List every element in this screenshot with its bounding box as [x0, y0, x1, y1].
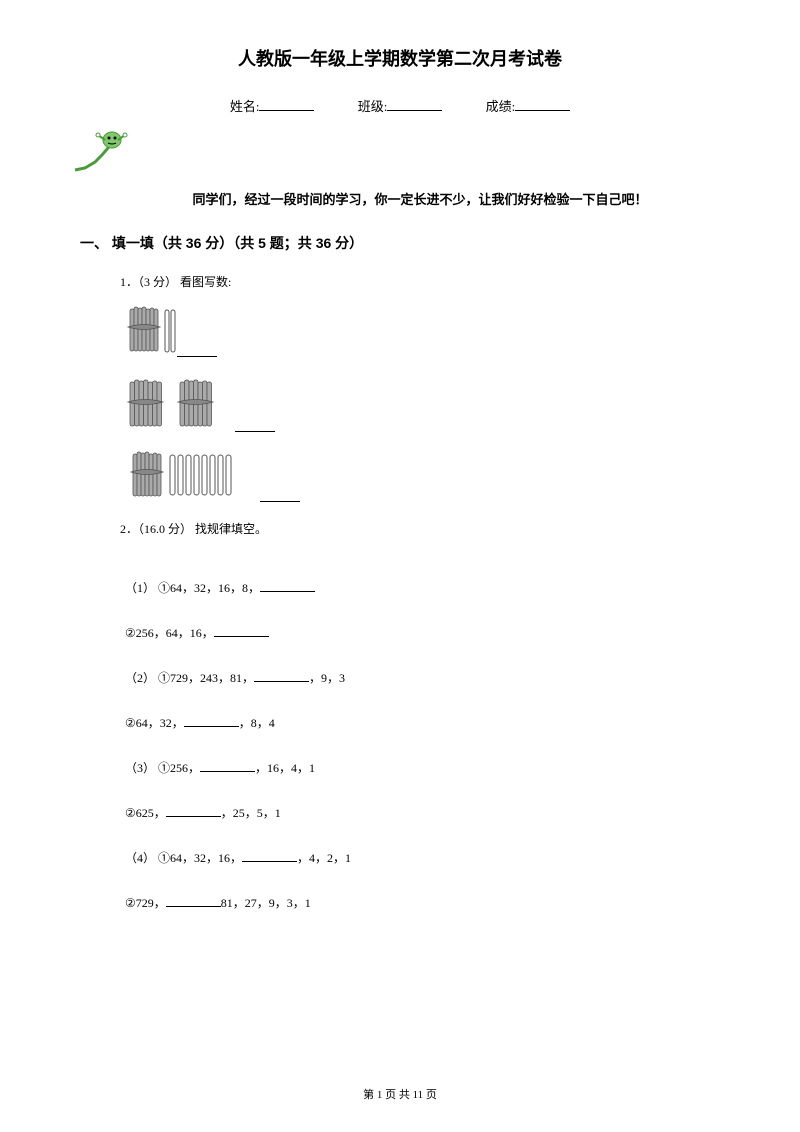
q2-content: 找规律填空。	[192, 522, 267, 536]
page-footer: 第 1 页 共 11 页	[0, 1086, 800, 1102]
q2-number: 2．	[120, 522, 138, 536]
q2-sub4b-pre: ②729，	[125, 896, 166, 910]
q2-sub4b-blank[interactable]	[166, 906, 221, 907]
q2-sub4a-pre: （4） ①64，32，16，	[125, 851, 242, 865]
q2-sub3b-pre: ②625，	[125, 806, 166, 820]
bundle-row-3	[125, 447, 720, 502]
q2-sub4a-blank[interactable]	[242, 861, 297, 862]
section-1-header: 一、 填一填（共 36 分）（共 5 题；共 36 分）	[80, 233, 720, 253]
q1-content: 看图写数:	[177, 275, 231, 289]
q2-sub1a: （1） ①64，32，16，8，	[125, 579, 720, 596]
q2-sub2b: ②64，32， ，8，4	[125, 714, 720, 731]
q2-sub2a: （2） ①729，243，81， ，9，3	[125, 669, 720, 686]
class-blank[interactable]	[387, 110, 442, 111]
bundle-row-1	[125, 302, 720, 357]
q2-points: （16.0 分）	[138, 522, 192, 536]
answer-blank-2[interactable]	[235, 431, 275, 432]
q1-points: （3 分）	[138, 275, 177, 289]
q2-sub3a-pre: （3） ①256，	[125, 761, 200, 775]
q2-sub4a-post: ，4，2，1	[297, 851, 351, 865]
q2-sub2b-post: ，8，4	[239, 716, 275, 730]
q2-sub2b-blank[interactable]	[184, 726, 239, 727]
q2-sub1a-blank[interactable]	[260, 591, 315, 592]
q2-sub4b: ②729， 81，27，9，3，1	[125, 894, 720, 911]
exam-title: 人教版一年级上学期数学第二次月考试卷	[80, 45, 720, 71]
pencil-character-icon	[70, 130, 720, 179]
q2-sub1b: ②256，64，16，	[125, 624, 720, 641]
q2-sub2b-pre: ②64，32，	[125, 716, 184, 730]
q2-sub3b-post: ，25，5，1	[221, 806, 281, 820]
name-label: 姓名:	[230, 99, 260, 114]
q2-sub1b-text: ②256，64，16，	[125, 626, 214, 640]
score-blank[interactable]	[515, 110, 570, 111]
question-2: 2．（16.0 分） 找规律填空。 （1） ①64，32，16，8， ②256，…	[120, 520, 720, 911]
q2-sub4b-post: 81，27，9，3，1	[221, 896, 311, 910]
q2-sub3a-blank[interactable]	[200, 771, 255, 772]
q2-sub3a: （3） ①256， ，16，4，1	[125, 759, 720, 776]
q2-sub3b-blank[interactable]	[166, 816, 221, 817]
q2-sub2a-blank[interactable]	[254, 681, 309, 682]
q2-sub1a-text: （1） ①64，32，16，8，	[125, 581, 260, 595]
score-label: 成绩:	[486, 99, 516, 114]
question-2-text: 2．（16.0 分） 找规律填空。	[120, 520, 720, 537]
q2-sub2a-post: ，9，3	[309, 671, 345, 685]
name-blank[interactable]	[259, 110, 314, 111]
q2-sub3b: ②625， ，25，5，1	[125, 804, 720, 821]
q2-sub3a-post: ，16，4，1	[255, 761, 315, 775]
question-1-text: 1．（3 分） 看图写数:	[120, 273, 720, 290]
q2-sub2a-pre: （2） ①729，243，81，	[125, 671, 254, 685]
question-1: 1．（3 分） 看图写数:	[120, 273, 720, 502]
encouragement-text: 同学们，经过一段时间的学习，你一定长进不少，让我们好好检验一下自己吧！	[80, 189, 720, 208]
class-label: 班级:	[358, 99, 388, 114]
bundle-row-2	[125, 372, 720, 432]
student-info-row: 姓名: 班级: 成绩:	[80, 96, 720, 115]
q1-number: 1．	[120, 275, 138, 289]
answer-blank-3[interactable]	[260, 501, 300, 502]
answer-blank-1[interactable]	[177, 356, 217, 357]
q2-sub1b-blank[interactable]	[214, 636, 269, 637]
q2-sub4a: （4） ①64，32，16， ，4，2，1	[125, 849, 720, 866]
